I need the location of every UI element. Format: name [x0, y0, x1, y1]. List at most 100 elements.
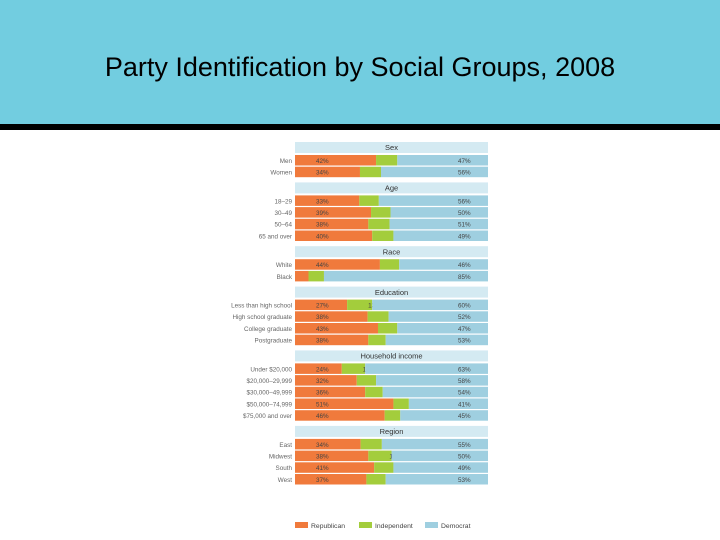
bar-independent [379, 259, 400, 270]
bar-republican [295, 230, 373, 241]
title-banner [0, 0, 720, 124]
data-label-democrat: 53% [458, 338, 471, 345]
data-label-democrat: 56% [458, 198, 471, 205]
data-label-republican: 32% [316, 378, 329, 385]
bar-democrat [376, 375, 488, 386]
row-label-high-school-graduate: High school graduate [232, 314, 292, 321]
bar-independent [377, 323, 398, 334]
bar-independent [359, 166, 381, 178]
slide-title: Party Identification by Social Groups, 2… [104, 52, 616, 82]
group-header-band [295, 142, 488, 153]
bar-republican [295, 299, 348, 311]
bar-democrat [381, 438, 488, 450]
data-label-democrat: 51% [458, 222, 471, 229]
bar-democrat [400, 410, 488, 421]
bar-democrat [389, 218, 488, 230]
bar-democrat [378, 195, 488, 206]
data-label-democrat: 63% [458, 366, 471, 373]
group-header-education: Education [375, 288, 408, 297]
bar-republican [295, 375, 357, 386]
row-label-50-64: 50–64 [274, 222, 292, 229]
bar-democrat [382, 386, 488, 398]
bar-republican [295, 334, 369, 346]
bar-independent [376, 155, 398, 166]
bar-independent [341, 363, 366, 374]
data-label-democrat: 49% [458, 233, 471, 240]
row-label-30-49: 30–49 [274, 210, 292, 217]
group-header-band [295, 246, 488, 258]
bar-democrat [385, 334, 488, 346]
data-label-democrat: 47% [458, 158, 471, 165]
bar-independent [359, 195, 379, 206]
bar-republican [295, 323, 378, 334]
data-label-democrat: 53% [458, 477, 471, 484]
group-header-race: Race [383, 247, 401, 256]
group-header-household-income: Household income [360, 352, 422, 361]
data-label-republican: 42% [316, 158, 329, 165]
bar-democrat [397, 323, 488, 334]
row-label-30-000-49-999: $30,000–49,999 [246, 390, 292, 397]
bar-republican [295, 450, 369, 462]
bar-independent [367, 311, 389, 322]
bar-republican [295, 166, 360, 178]
data-label-democrat: 41% [458, 401, 471, 408]
row-label-65-and-over: 65 and over [259, 233, 292, 240]
data-label-republican: 36% [316, 390, 329, 397]
group-header-age: Age [385, 184, 398, 193]
row-label-18-29: 18–29 [274, 198, 292, 205]
bar-republican [295, 207, 372, 218]
bar-independent [360, 438, 382, 450]
bar-republican [295, 386, 366, 398]
row-label-college-graduate: College graduate [244, 326, 292, 333]
title-divider [0, 124, 720, 130]
bar-democrat [399, 259, 488, 270]
data-label-republican: 41% [316, 465, 329, 472]
data-label-democrat: 85% [458, 274, 471, 281]
data-label-democrat: 45% [458, 413, 471, 420]
bar-democrat [393, 230, 488, 241]
data-label-democrat: 52% [458, 314, 471, 321]
group-header-region: Region [380, 427, 404, 436]
legend-swatch-republican [295, 522, 308, 528]
data-label-democrat: 58% [458, 378, 471, 385]
data-label-republican: 46% [316, 413, 329, 420]
group-header-band [295, 350, 488, 362]
row-label-50-000-74-999: $50,000–74,999 [246, 401, 292, 408]
data-label-democrat: 60% [458, 302, 471, 309]
data-label-democrat: 50% [458, 210, 471, 217]
data-label-democrat: 46% [458, 262, 471, 269]
bar-independent [368, 450, 392, 462]
row-label-midwest: Midwest [269, 453, 292, 460]
data-label-republican: 40% [316, 233, 329, 240]
bar-independent [356, 375, 377, 386]
group-header-band [295, 425, 488, 437]
data-label-republican: 38% [316, 338, 329, 345]
data-label-republican: 43% [316, 326, 329, 333]
bar-republican [295, 462, 375, 473]
bar-independent [368, 334, 386, 346]
bar-independent [384, 410, 401, 421]
bar-democrat [397, 155, 488, 166]
bar-democrat [372, 299, 488, 311]
legend-label-republican: Republican [311, 523, 345, 530]
bar-republican [295, 195, 360, 206]
data-label-republican: 34% [316, 170, 329, 177]
data-label-republican: 37% [316, 477, 329, 484]
row-label-women: Women [270, 170, 292, 177]
legend-label-independent: Independent [375, 523, 413, 530]
legend-swatch-democrat [425, 522, 438, 528]
bar-republican [295, 270, 309, 282]
data-label-republican: 38% [316, 453, 329, 460]
group-header-sex: Sex [385, 143, 398, 152]
bar-independent [371, 207, 391, 218]
data-label-republican: 24% [316, 366, 329, 373]
data-label-republican: 39% [316, 210, 329, 217]
legend-swatch-independent [359, 522, 372, 528]
data-label-democrat: 50% [458, 453, 471, 460]
group-header-band [295, 182, 488, 194]
bar-democrat [408, 398, 488, 409]
bar-democrat [393, 462, 488, 473]
row-label-west: West [278, 477, 292, 484]
bar-independent [365, 386, 383, 398]
